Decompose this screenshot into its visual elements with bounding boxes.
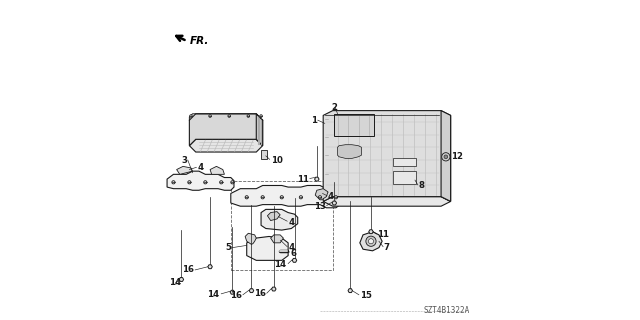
Bar <box>231 181 333 270</box>
Text: SZT4B1322A: SZT4B1322A <box>424 306 470 315</box>
Polygon shape <box>177 166 193 174</box>
Polygon shape <box>179 277 184 281</box>
Polygon shape <box>230 290 235 294</box>
Text: 16: 16 <box>254 289 266 298</box>
Text: 15: 15 <box>360 291 372 300</box>
Circle shape <box>300 196 303 199</box>
Circle shape <box>280 196 284 199</box>
Circle shape <box>442 153 450 161</box>
Text: 4: 4 <box>288 218 294 227</box>
Circle shape <box>245 196 248 199</box>
Circle shape <box>334 196 337 199</box>
Polygon shape <box>271 235 284 243</box>
Polygon shape <box>323 111 451 201</box>
Text: 4: 4 <box>288 243 294 252</box>
Bar <box>394 171 415 184</box>
Circle shape <box>319 196 321 199</box>
Polygon shape <box>249 289 253 292</box>
Circle shape <box>189 115 192 117</box>
Polygon shape <box>369 230 373 234</box>
Text: 4: 4 <box>328 192 334 201</box>
Circle shape <box>366 236 376 246</box>
Text: 3: 3 <box>181 156 188 164</box>
Polygon shape <box>316 189 328 200</box>
Polygon shape <box>189 139 262 152</box>
Polygon shape <box>292 259 297 262</box>
Bar <box>261 150 267 159</box>
Text: 14: 14 <box>275 260 287 269</box>
Text: 16: 16 <box>230 291 242 300</box>
Polygon shape <box>332 201 337 205</box>
Text: 6: 6 <box>291 249 297 258</box>
Polygon shape <box>268 212 280 220</box>
Polygon shape <box>323 197 451 206</box>
Polygon shape <box>208 265 212 269</box>
Polygon shape <box>167 171 234 190</box>
Text: 1: 1 <box>311 116 317 125</box>
Text: 13: 13 <box>314 202 326 211</box>
Polygon shape <box>261 209 298 230</box>
Circle shape <box>220 181 223 184</box>
Text: 11: 11 <box>378 230 389 239</box>
Polygon shape <box>334 114 374 136</box>
Text: 16: 16 <box>182 265 194 275</box>
Circle shape <box>231 181 234 184</box>
Polygon shape <box>271 287 276 291</box>
Text: FR.: FR. <box>189 36 209 45</box>
Text: 11: 11 <box>297 175 309 184</box>
Circle shape <box>228 115 230 117</box>
Polygon shape <box>246 236 288 260</box>
Text: 5: 5 <box>225 243 231 252</box>
Circle shape <box>188 181 191 184</box>
Text: 10: 10 <box>271 156 282 164</box>
Circle shape <box>209 115 211 117</box>
Polygon shape <box>315 177 319 181</box>
Circle shape <box>204 181 207 184</box>
Polygon shape <box>210 166 225 174</box>
Text: 8: 8 <box>419 181 425 190</box>
Circle shape <box>260 115 262 117</box>
Circle shape <box>247 115 250 117</box>
Text: 4: 4 <box>197 164 204 172</box>
Polygon shape <box>337 145 362 158</box>
Polygon shape <box>231 186 342 208</box>
Text: 2: 2 <box>331 103 337 112</box>
Text: 12: 12 <box>451 152 463 161</box>
Circle shape <box>261 196 264 199</box>
Circle shape <box>369 239 374 244</box>
Circle shape <box>444 155 448 159</box>
Polygon shape <box>245 233 256 244</box>
Polygon shape <box>189 114 262 146</box>
Polygon shape <box>441 111 451 201</box>
Text: 7: 7 <box>384 243 390 252</box>
Polygon shape <box>348 289 353 292</box>
Circle shape <box>172 181 175 184</box>
Text: 14: 14 <box>169 278 180 287</box>
Text: 14: 14 <box>207 290 220 299</box>
Bar <box>394 158 415 166</box>
Polygon shape <box>360 232 382 251</box>
Polygon shape <box>256 114 262 146</box>
